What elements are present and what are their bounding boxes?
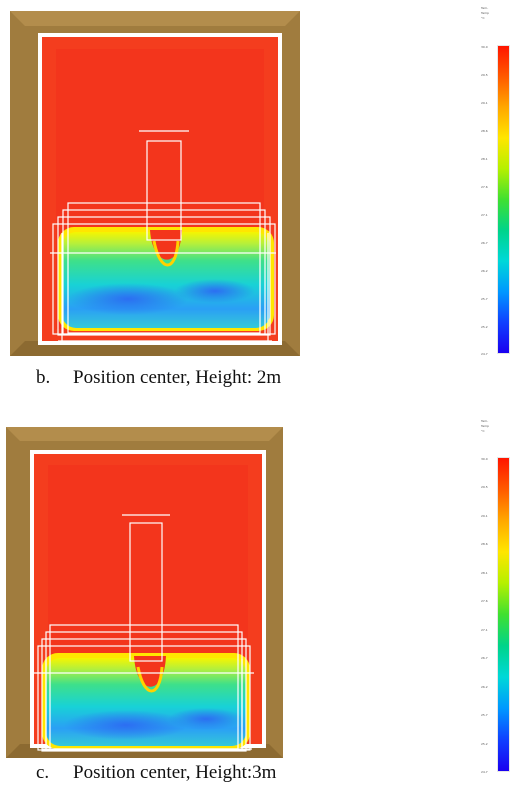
legend-tick: 25.7 bbox=[481, 297, 488, 301]
color-legend-b: Tem- Temp °C 30.0 29.5 29.1 28.6 28.1 27… bbox=[481, 6, 511, 358]
legend-header: Tem- Temp °C bbox=[481, 6, 489, 20]
temperature-contour-plot-b bbox=[10, 11, 300, 356]
color-legend-c: Tem- Temp °C 30.0 29.5 29.1 28.6 28.1 27… bbox=[481, 419, 511, 779]
legend-tick: 29.5 bbox=[481, 485, 488, 489]
legend-tick: 27.6 bbox=[481, 185, 488, 189]
panel-c: Tem- Temp °C 30.0 29.5 29.1 28.6 28.1 27… bbox=[0, 410, 522, 802]
legend-tick: 25.7 bbox=[481, 713, 488, 717]
color-scale-bar bbox=[497, 457, 510, 772]
legend-header: Tem- Temp °C bbox=[481, 419, 489, 433]
legend-tick: 29.5 bbox=[481, 73, 488, 77]
legend-tick: 26.2 bbox=[481, 685, 488, 689]
equipment-outline bbox=[34, 514, 254, 752]
equipment-outline bbox=[50, 130, 276, 342]
legend-tick: 30.0 bbox=[481, 457, 488, 461]
legend-tick: 29.1 bbox=[481, 514, 488, 518]
caption-text: Position center, Height:3m bbox=[73, 762, 277, 783]
legend-tick: 28.1 bbox=[481, 571, 488, 575]
legend-tick: 28.6 bbox=[481, 542, 488, 546]
legend-tick: 30.0 bbox=[481, 45, 488, 49]
caption-label: c. bbox=[36, 762, 50, 783]
legend-tick: 28.1 bbox=[481, 157, 488, 161]
legend-tick: 25.2 bbox=[481, 742, 488, 746]
caption-label: b. bbox=[36, 367, 51, 388]
legend-tick: 27.1 bbox=[481, 213, 488, 217]
temperature-contour-plot-c bbox=[6, 427, 283, 758]
legend-tick: 26.7 bbox=[481, 656, 488, 660]
legend-tick: 24.7 bbox=[481, 770, 488, 774]
panel-b: Tem- Temp °C 30.0 29.5 29.1 28.6 28.1 27… bbox=[0, 0, 522, 400]
legend-tick: 26.7 bbox=[481, 241, 488, 245]
legend-tick: 26.2 bbox=[481, 269, 488, 273]
legend-tick: 29.1 bbox=[481, 101, 488, 105]
legend-tick: 24.7 bbox=[481, 352, 488, 356]
legend-tick: 25.2 bbox=[481, 325, 488, 329]
color-scale-bar bbox=[497, 45, 510, 354]
legend-tick: 27.1 bbox=[481, 628, 488, 632]
legend-tick: 27.6 bbox=[481, 599, 488, 603]
caption-text: Position center, Height: 2m bbox=[73, 367, 282, 388]
legend-tick: 28.6 bbox=[481, 129, 488, 133]
